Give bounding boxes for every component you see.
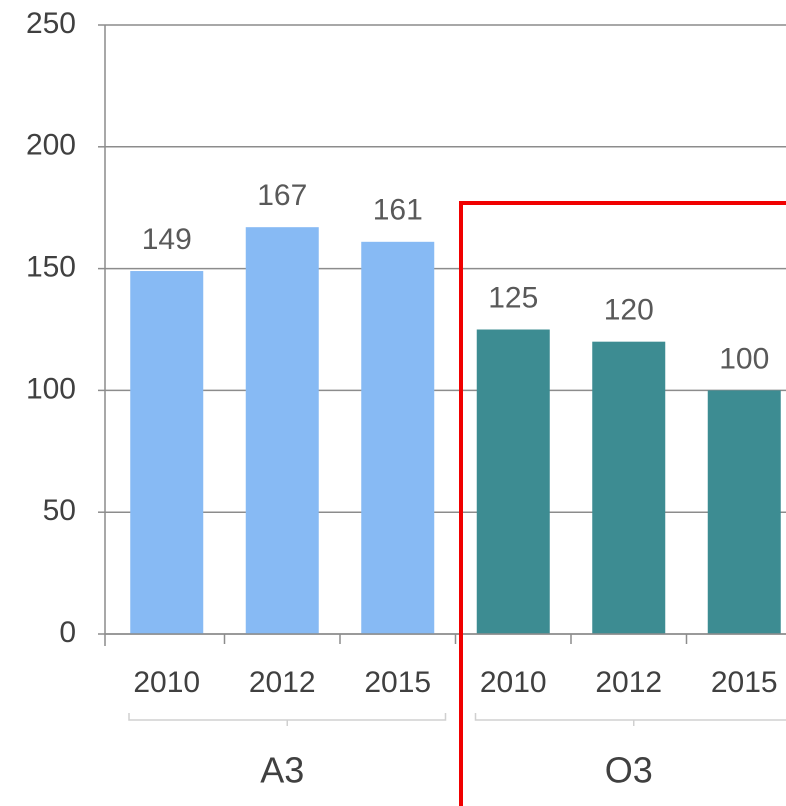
y-tick-label: 100 xyxy=(26,372,76,405)
y-tick-label: 50 xyxy=(43,494,76,527)
bar xyxy=(245,227,319,635)
plot: 0 50 100 150 200 250 149 2010 167 2012 161 2015 A3 12… xyxy=(26,7,786,791)
y-tick-label: 200 xyxy=(26,129,76,162)
y-tick-label: 150 xyxy=(26,251,76,284)
y-tick-label: 250 xyxy=(26,7,76,40)
x-tick-label: 2012 xyxy=(249,666,316,699)
y-tick-label: 0 xyxy=(59,616,76,649)
value-label: 125 xyxy=(488,281,538,314)
value-label: 167 xyxy=(257,179,307,212)
x-tick-label: 2015 xyxy=(364,666,431,699)
bar xyxy=(707,390,781,634)
x-tick-label: 2010 xyxy=(133,666,200,699)
group-label: A3 xyxy=(260,750,304,791)
x-tick-label: 2015 xyxy=(711,666,778,699)
x-tick-label: 2012 xyxy=(595,666,662,699)
group-bracket xyxy=(128,713,447,726)
bar xyxy=(130,271,204,634)
group-label: O3 xyxy=(605,750,653,791)
group-bracket xyxy=(474,713,786,726)
highlight-box xyxy=(459,201,786,806)
bar xyxy=(476,329,550,634)
value-label: 161 xyxy=(373,194,423,227)
x-tick-label: 2010 xyxy=(480,666,547,699)
bar xyxy=(592,341,666,634)
value-label: 149 xyxy=(142,223,192,256)
value-label: 100 xyxy=(719,342,769,375)
bar xyxy=(361,241,435,634)
value-label: 120 xyxy=(604,294,654,327)
